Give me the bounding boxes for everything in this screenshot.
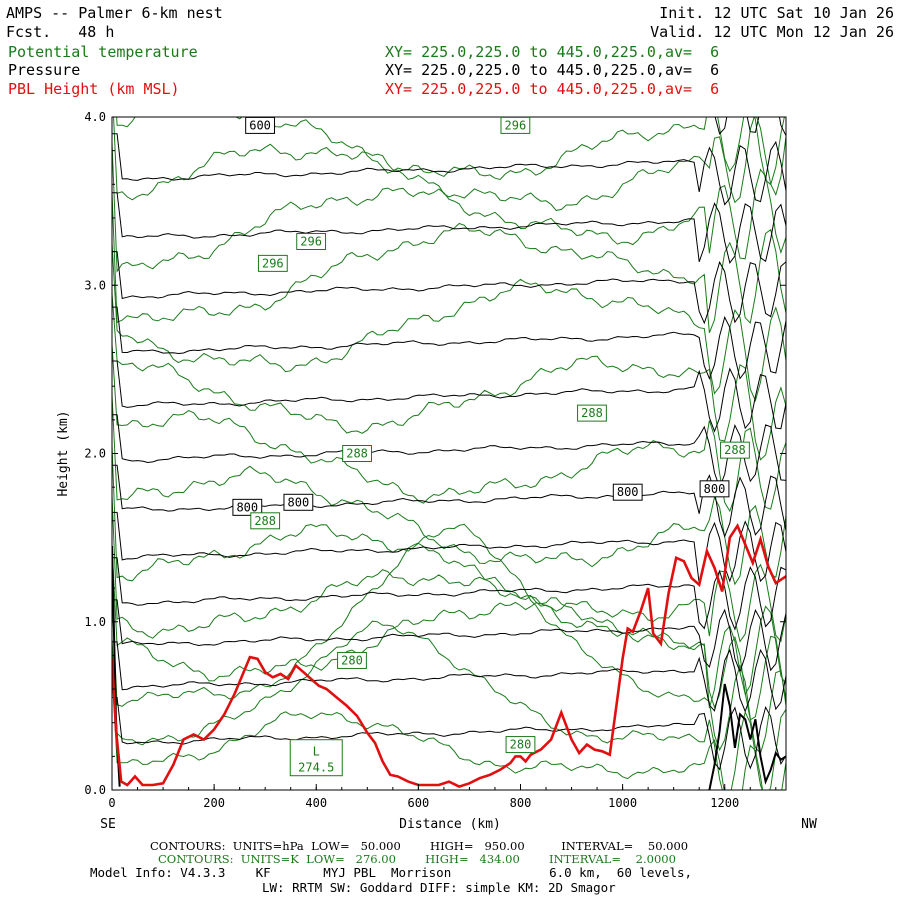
pressure-contour-label: 800 xyxy=(236,500,258,514)
pressure-contour-line xyxy=(112,511,786,584)
pressure-contour-line xyxy=(112,251,786,325)
init-time: Init. 12 UTC Sat 10 Jan 26 xyxy=(659,4,894,22)
footer-physics: LW: RRTM SW: Goddard DIFF: simple KM: 2D… xyxy=(262,880,616,895)
y-tick-label: 2.0 xyxy=(84,447,106,461)
pressure-contour-line xyxy=(112,697,786,771)
theta-contour-line xyxy=(112,394,786,586)
field-xy-theta: XY= 225.0,225.0 to 445.0,225.0,av= 6 xyxy=(385,43,720,61)
x-tick-label: 1000 xyxy=(608,796,637,810)
theta-contour-label: 280 xyxy=(510,738,532,752)
theta-contour-label: 288 xyxy=(254,514,276,528)
y-tick-label: 3.0 xyxy=(84,278,106,292)
y-tick-label: 1.0 xyxy=(84,615,106,629)
theta-contour-line xyxy=(112,344,786,513)
pressure-contour-label-box xyxy=(232,498,263,516)
valid-time: Valid. 12 UTC Mon 12 Jan 26 xyxy=(650,23,894,41)
x-axis-label: Distance (km) xyxy=(399,817,501,832)
theta-contour-label: 296 xyxy=(505,118,527,132)
field-xy-pbl: XY= 225.0,225.0 to 445.0,225.0,av= 6 xyxy=(385,80,720,98)
theta-min-box xyxy=(289,739,343,777)
pressure-contour-line xyxy=(112,306,786,380)
theta-contour-label-box xyxy=(577,404,607,422)
theta-contour-line xyxy=(112,243,786,403)
theta-min-letter: L xyxy=(313,745,320,759)
theta-contour-label: 288 xyxy=(581,406,603,420)
plot-frame xyxy=(111,116,787,791)
pressure-contour-line xyxy=(112,599,786,673)
pressure-contour-line xyxy=(112,557,786,631)
theta-contour-line xyxy=(112,620,786,790)
pressure-contour-label: 800 xyxy=(704,482,726,496)
theta-contour-label: 288 xyxy=(346,447,368,461)
pressure-contour-label-box xyxy=(699,480,730,498)
x-tick-label: 400 xyxy=(305,796,327,810)
y-tick-label: 0.0 xyxy=(84,783,106,797)
theta-contour-label-box xyxy=(250,512,281,530)
theta-contour-line xyxy=(112,293,786,461)
footer-contours-k: CONTOURS: UNITS=K LOW= 276.00 HIGH= 434.… xyxy=(158,852,676,866)
pressure-contour-label-box xyxy=(283,493,314,511)
forecast-hour: Fcst. 48 h xyxy=(6,23,115,41)
y-axis-label: Height (km) xyxy=(56,410,71,496)
theta-contour-label-box xyxy=(296,233,327,251)
pressure-contour-line xyxy=(112,464,786,538)
pressure-contour-line xyxy=(112,192,786,264)
theta-min-value: 274.5 xyxy=(298,761,334,775)
pressure-contour-line xyxy=(112,641,786,713)
left-end-label: SE xyxy=(100,817,116,832)
theta-contour-label: 296 xyxy=(300,235,322,249)
theta-contour-line xyxy=(112,495,786,709)
theta-contour-line xyxy=(112,545,786,721)
field-xy-pressure: XY= 225.0,225.0 to 445.0,225.0,av= 6 xyxy=(385,61,720,79)
field-label-pressure: Pressure xyxy=(8,61,81,79)
field-label-pbl: PBL Height (km MSL) xyxy=(8,80,180,98)
x-tick-label: 0 xyxy=(108,796,115,810)
x-tick-label: 200 xyxy=(203,796,225,810)
theta-contour-label-box xyxy=(500,116,531,134)
pressure-contour-label: 800 xyxy=(288,495,310,509)
theta-contour-line xyxy=(113,117,786,211)
pressure-contour-label-box xyxy=(245,116,275,134)
theta-contour-line xyxy=(112,142,786,273)
theta-contour-label: 280 xyxy=(341,653,363,667)
pressure-contour-line xyxy=(112,133,786,206)
x-tick-label: 1200 xyxy=(710,796,739,810)
theta-contour-label-box xyxy=(342,445,372,462)
footer-model-info: Model Info: V4.3.3 KF MYJ PBL Morrison 6… xyxy=(90,865,693,880)
theta-contour-line xyxy=(112,523,786,755)
footer-contours-hpa: CONTOURS: UNITS=hPa LOW= 50.000 HIGH= 95… xyxy=(150,839,689,853)
pressure-contour-label: 800 xyxy=(617,485,639,499)
x-tick-label: 800 xyxy=(510,796,532,810)
theta-contour-label-box xyxy=(257,254,288,272)
pressure-contour-label: 600 xyxy=(249,118,271,132)
pressure-contour-line xyxy=(112,360,786,433)
theta-contour-label-box xyxy=(337,651,367,669)
theta-contour-label-box xyxy=(720,441,750,459)
theta-contour-label-box xyxy=(505,736,536,754)
theta-contour-line xyxy=(112,192,786,333)
x-tick-label: 600 xyxy=(408,796,430,810)
model-title: AMPS -- Palmer 6-km nest xyxy=(6,4,223,22)
theta-contour-label: 288 xyxy=(724,443,746,457)
y-tick-label: 4.0 xyxy=(84,110,106,124)
theta-contour-label: 296 xyxy=(262,256,284,270)
pressure-contour-line xyxy=(714,117,786,136)
plot-layer xyxy=(112,117,786,790)
pressure-contour-label-box xyxy=(612,483,643,501)
theta-contour-line xyxy=(112,445,786,643)
theta-contour-line xyxy=(116,117,785,186)
pbl-height-line xyxy=(112,523,786,788)
pressure-contour-line xyxy=(112,414,786,489)
right-end-label: NW xyxy=(801,817,817,832)
field-label-theta: Potential temperature xyxy=(8,43,198,61)
theta-contour-line xyxy=(112,668,786,790)
terrain-line xyxy=(708,683,786,790)
